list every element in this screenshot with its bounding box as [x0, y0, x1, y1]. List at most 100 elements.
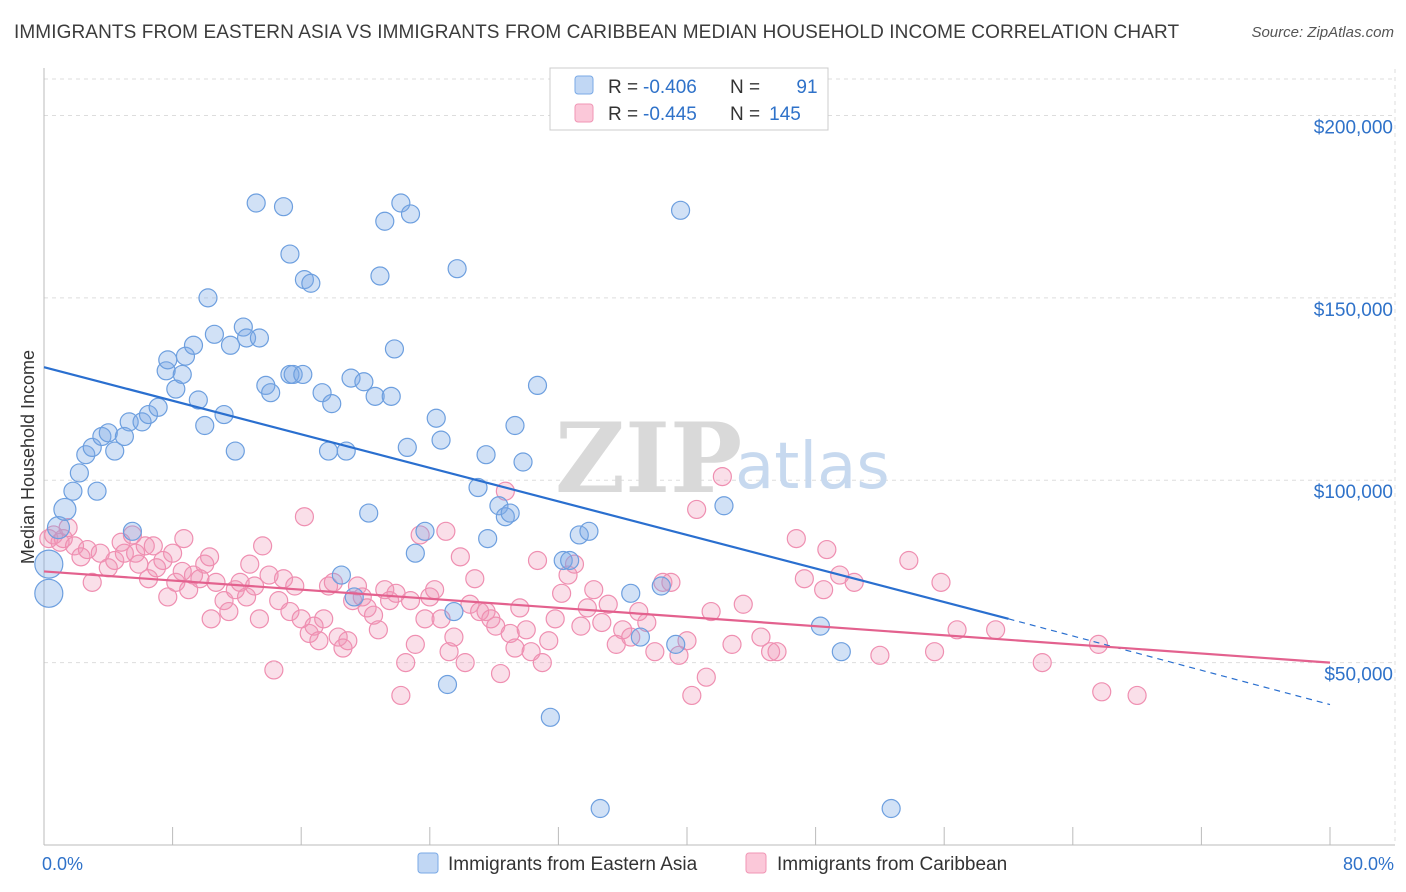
eastern-asia-point-44	[312, 383, 332, 403]
caribbean-point-137	[931, 572, 951, 592]
eastern-asia-point-75	[513, 452, 533, 472]
eastern-asia-point-58	[391, 193, 411, 213]
legend-r-label-1: R =	[608, 77, 638, 98]
eastern-asia-point-3	[53, 497, 77, 522]
caribbean-point-140	[1032, 653, 1052, 673]
eastern-asia-point-37	[273, 197, 294, 217]
eastern-asia-point-62	[415, 521, 435, 541]
eastern-asia-point-1	[34, 549, 64, 579]
eastern-asia-point-65	[437, 674, 458, 695]
caribbean-point-120	[696, 667, 716, 687]
caribbean-point-82	[455, 653, 475, 673]
eastern-asia-point-88	[714, 496, 734, 516]
eastern-asia-point-24	[188, 390, 208, 410]
eastern-asia-point-61	[405, 543, 425, 563]
caribbean-point-143	[1127, 685, 1147, 706]
legend-n-value-2: 145	[769, 104, 801, 125]
eastern-asia-point-91	[881, 798, 901, 819]
caribbean-point-84	[465, 569, 485, 589]
eastern-asia-point-83	[621, 583, 641, 603]
caribbean-point-57	[328, 627, 348, 647]
eastern-asia-point-33	[249, 328, 270, 348]
eastern-asia-point-54	[370, 266, 390, 286]
eastern-asia-point-26	[198, 288, 218, 308]
eastern-asia-point-25	[195, 415, 215, 436]
eastern-asia-point-47	[331, 565, 351, 585]
eastern-asia-point-87	[670, 200, 691, 220]
eastern-asia-point-16	[138, 404, 159, 425]
eastern-asia-point-84	[630, 627, 650, 647]
legend-n-value-1: 91	[796, 77, 817, 98]
caribbean-point-72	[405, 634, 425, 654]
caribbean-point-21	[153, 550, 173, 571]
eastern-asia-point-86	[666, 634, 686, 654]
caribbean-point-91	[500, 623, 520, 644]
eastern-asia-point-52	[359, 503, 379, 523]
caribbean-point-134	[870, 645, 890, 665]
eastern-asia-point-21	[172, 364, 192, 385]
eastern-asia-point-45	[318, 441, 339, 461]
caribbean-point-13	[114, 543, 134, 563]
eastern-asia-point-81	[579, 521, 599, 541]
eastern-asia-point-9	[92, 426, 112, 447]
eastern-asia-point-57	[384, 339, 405, 359]
caribbean-point-38	[236, 587, 257, 607]
caribbean-point-31	[199, 547, 220, 567]
caribbean-point-125	[751, 627, 771, 647]
eastern-asia-point-39	[283, 364, 303, 385]
x-tick-labels: 0.0% 80.0%	[42, 854, 1394, 874]
caribbean-point-69	[391, 685, 411, 706]
caribbean-point-53	[309, 631, 329, 651]
eastern-asia-point-17	[148, 397, 168, 417]
eastern-asia-point-29	[220, 335, 241, 355]
caribbean-point-43	[259, 565, 279, 585]
caribbean-point-19	[143, 536, 163, 556]
caribbean-point-6	[71, 547, 91, 567]
caribbean-point-47	[280, 601, 300, 622]
eastern-asia-trend-extension	[1008, 618, 1331, 706]
axes	[43, 68, 1395, 846]
caribbean-point-59	[338, 631, 358, 651]
caribbean-point-11	[105, 550, 125, 571]
eastern-asia-point-27	[204, 324, 224, 344]
caribbean-point-62	[352, 587, 372, 607]
eastern-asia-point-90	[831, 642, 851, 662]
eastern-asia-point-55	[375, 211, 395, 231]
caribbean-point-106	[592, 612, 612, 633]
y-tick-labels: $50,000 $100,000 $150,000 $200,000	[1314, 117, 1393, 685]
caribbean-point-42	[253, 536, 273, 556]
eastern-asia-point-10	[98, 423, 118, 443]
caribbean-point-138	[947, 620, 967, 640]
caribbean-point-131	[817, 539, 837, 560]
caribbean-point-135	[899, 550, 919, 571]
eastern-asia-point-71	[489, 496, 509, 516]
series-label-eastern-asia: Immigrants from Eastern Asia	[448, 854, 698, 875]
eastern-asia-point-60	[397, 437, 417, 458]
caribbean-point-101	[558, 565, 578, 585]
eastern-asia-point-68	[468, 477, 488, 498]
caribbean-point-23	[163, 543, 183, 563]
eastern-asia-point-5	[69, 463, 89, 483]
caribbean-point-127	[767, 642, 787, 662]
caribbean-point-121	[701, 601, 721, 622]
legend-r-label-2: R =	[608, 104, 638, 125]
eastern-asia-point-14	[122, 521, 143, 541]
caribbean-point-64	[363, 605, 384, 625]
watermark: ZIP atlas	[555, 402, 890, 515]
y-tick-label-2: $150,000	[1314, 300, 1393, 321]
eastern-asia-point-23	[183, 335, 204, 355]
eastern-asia-point-77	[540, 707, 560, 727]
caribbean-point-98	[539, 631, 559, 651]
caribbean-point-97	[532, 653, 552, 673]
legend-r-value-1: -0.406	[643, 77, 697, 98]
caribbean-point-65	[368, 620, 388, 640]
eastern-asia-point-50	[344, 587, 364, 607]
eastern-asia-point-80	[569, 525, 589, 545]
data-points	[34, 193, 1147, 819]
caribbean-point-110	[621, 627, 641, 647]
caribbean-point-124	[733, 594, 753, 614]
eastern-asia-point-69	[476, 445, 496, 465]
caribbean-point-141	[1088, 634, 1109, 654]
eastern-asia-point-46	[322, 394, 342, 414]
eastern-asia-point-40	[280, 244, 300, 264]
